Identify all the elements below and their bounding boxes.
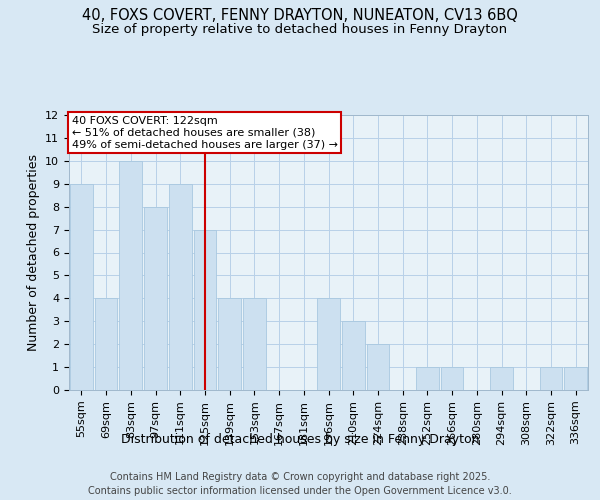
Bar	[564, 367, 587, 390]
Bar	[416, 367, 439, 390]
Bar	[367, 344, 389, 390]
Text: 40, FOXS COVERT, FENNY DRAYTON, NUNEATON, CV13 6BQ: 40, FOXS COVERT, FENNY DRAYTON, NUNEATON…	[82, 8, 518, 22]
Text: 40 FOXS COVERT: 122sqm
← 51% of detached houses are smaller (38)
49% of semi-det: 40 FOXS COVERT: 122sqm ← 51% of detached…	[71, 116, 338, 150]
Bar	[218, 298, 241, 390]
Bar	[317, 298, 340, 390]
Bar	[144, 206, 167, 390]
Y-axis label: Number of detached properties: Number of detached properties	[26, 154, 40, 351]
Bar	[95, 298, 118, 390]
Text: Contains public sector information licensed under the Open Government Licence v3: Contains public sector information licen…	[88, 486, 512, 496]
Text: Size of property relative to detached houses in Fenny Drayton: Size of property relative to detached ho…	[92, 22, 508, 36]
Bar	[441, 367, 463, 390]
Bar	[243, 298, 266, 390]
Text: Contains HM Land Registry data © Crown copyright and database right 2025.: Contains HM Land Registry data © Crown c…	[110, 472, 490, 482]
Bar	[119, 161, 142, 390]
Bar	[169, 184, 191, 390]
Bar	[490, 367, 513, 390]
Bar	[194, 230, 216, 390]
Text: Distribution of detached houses by size in Fenny Drayton: Distribution of detached houses by size …	[121, 432, 479, 446]
Bar	[70, 184, 93, 390]
Bar	[539, 367, 562, 390]
Bar	[342, 322, 365, 390]
